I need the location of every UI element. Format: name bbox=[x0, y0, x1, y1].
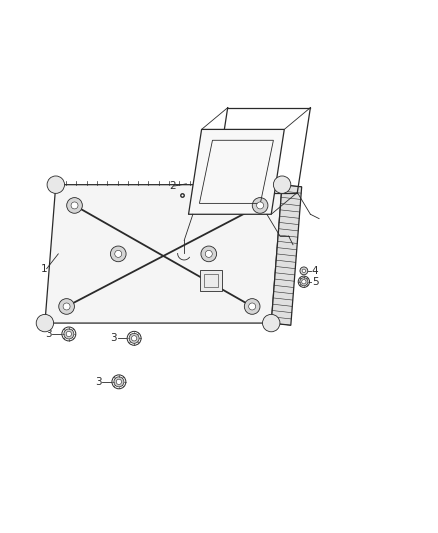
Text: 4: 4 bbox=[312, 266, 318, 276]
Circle shape bbox=[302, 269, 306, 272]
Circle shape bbox=[201, 246, 217, 262]
Circle shape bbox=[252, 198, 268, 213]
Circle shape bbox=[257, 202, 264, 209]
Text: 5: 5 bbox=[312, 277, 318, 287]
Text: 3: 3 bbox=[95, 377, 102, 387]
Polygon shape bbox=[45, 184, 282, 323]
Text: 1: 1 bbox=[41, 264, 47, 273]
Circle shape bbox=[300, 278, 308, 286]
Circle shape bbox=[273, 176, 291, 193]
Circle shape bbox=[129, 333, 139, 343]
Text: 3: 3 bbox=[45, 329, 51, 339]
Circle shape bbox=[249, 303, 256, 310]
Circle shape bbox=[66, 332, 71, 337]
Circle shape bbox=[262, 314, 280, 332]
Circle shape bbox=[47, 176, 64, 193]
Circle shape bbox=[300, 267, 308, 275]
Circle shape bbox=[63, 303, 70, 310]
Circle shape bbox=[64, 329, 74, 339]
Polygon shape bbox=[200, 270, 223, 290]
Circle shape bbox=[115, 251, 122, 257]
Circle shape bbox=[112, 375, 126, 389]
Circle shape bbox=[110, 246, 126, 262]
Circle shape bbox=[114, 377, 124, 387]
Polygon shape bbox=[188, 130, 284, 214]
Circle shape bbox=[205, 251, 212, 257]
Circle shape bbox=[302, 280, 306, 284]
Circle shape bbox=[71, 202, 78, 209]
Circle shape bbox=[59, 298, 74, 314]
Circle shape bbox=[127, 332, 141, 345]
Text: 2: 2 bbox=[169, 181, 176, 191]
Circle shape bbox=[298, 276, 310, 287]
Circle shape bbox=[244, 298, 260, 314]
Text: 3: 3 bbox=[110, 333, 117, 343]
Circle shape bbox=[67, 198, 82, 213]
Circle shape bbox=[116, 379, 122, 384]
Circle shape bbox=[131, 336, 137, 341]
Circle shape bbox=[62, 327, 76, 341]
Polygon shape bbox=[271, 184, 302, 325]
Circle shape bbox=[36, 314, 53, 332]
